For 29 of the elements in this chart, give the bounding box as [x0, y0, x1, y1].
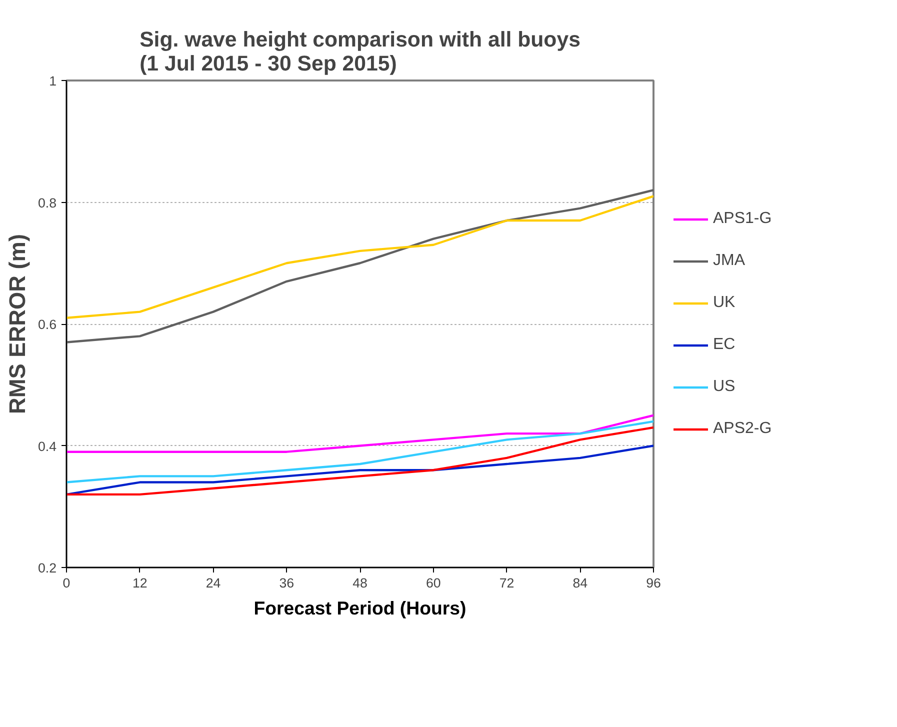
x-tick-label: 72 — [499, 576, 514, 590]
y-tick-label: 0.4 — [38, 438, 58, 454]
x-tick-label: 24 — [206, 576, 222, 590]
y-tick-label: 0.6 — [38, 317, 57, 332]
line-series — [66, 420, 654, 484]
legend-label: APS2-G — [713, 420, 772, 438]
x-tick-label: 96 — [646, 576, 661, 590]
chart-title: Sig. wave height comparison with all buoys (1 Jul 2015 - 30 Sep 2015) — [140, 28, 580, 76]
x-axis-title: Forecast Period (Hours) — [254, 598, 466, 618]
x-tick-label: 36 — [279, 576, 294, 590]
line-series — [66, 414, 654, 453]
line-series — [66, 195, 654, 320]
line-series — [66, 426, 654, 496]
legend-label: UK — [713, 294, 736, 312]
line-series — [66, 188, 654, 344]
y-tick-label: 0.2 — [38, 560, 57, 576]
legend-label: APS1-G — [713, 210, 772, 228]
x-tick-label: 84 — [572, 576, 588, 590]
y-axis-title: RMS ERROR (m) — [4, 234, 30, 414]
y-tick-label: 0.8 — [38, 195, 57, 210]
legend-label: US — [713, 378, 736, 396]
x-tick-label: 12 — [132, 576, 148, 590]
x-tick-label: 0 — [62, 576, 70, 590]
x-tick-label: 60 — [426, 576, 441, 590]
x-tick-label: 48 — [352, 576, 368, 590]
y-tick-label: 1 — [49, 74, 57, 88]
legend-label: JMA — [713, 252, 745, 270]
legend-label: EC — [713, 336, 736, 354]
line-series — [66, 444, 654, 496]
